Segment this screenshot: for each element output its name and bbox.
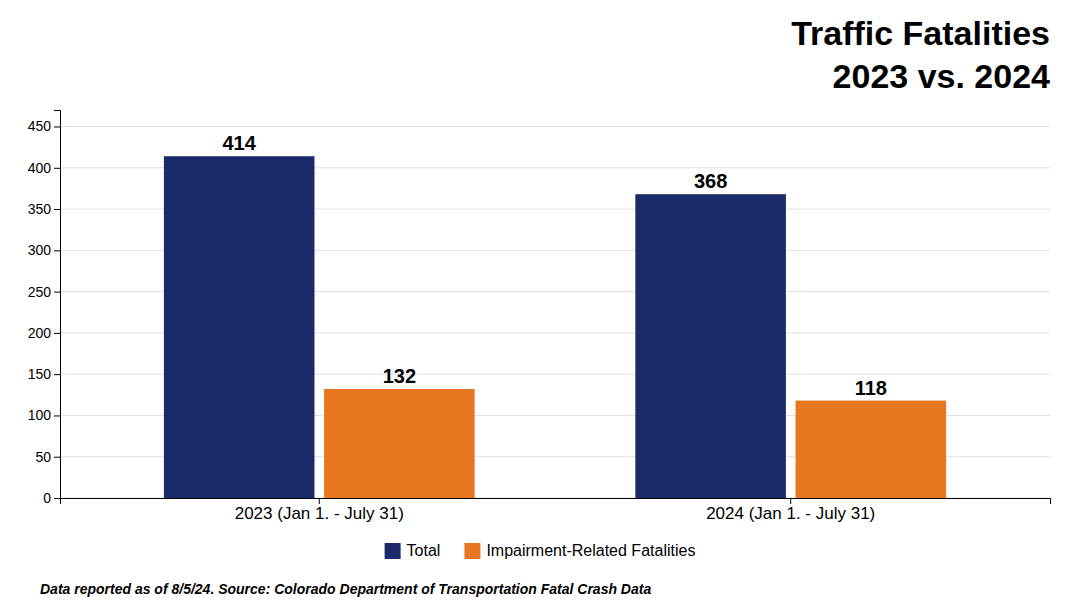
legend-swatch xyxy=(464,543,480,559)
annotation: Data reported as of 8/5/24. Source: Colo… xyxy=(40,581,651,597)
chart: Traffic Fatalities 2023 vs. 2024 414 368 132… xyxy=(0,0,1080,608)
x-axis: 2023 (Jan 1. - July 31) 2024 (Jan 1. - Ju… xyxy=(61,498,1051,523)
grid-line xyxy=(60,126,1050,127)
tick-mark xyxy=(54,457,60,458)
tick-label: 50 xyxy=(35,449,51,465)
data-label: 414 xyxy=(223,132,257,154)
bar xyxy=(164,156,315,498)
legend-item: Total xyxy=(385,542,441,559)
tick-label: 300 xyxy=(28,242,52,258)
plot: 414 368 132 118 0 50 100 150 200 250 300 350 400 450 2… xyxy=(28,111,1051,524)
data-labels: 414 368 132 118 xyxy=(223,132,887,398)
axis-domain xyxy=(61,499,1051,505)
tick: 200 xyxy=(28,325,60,341)
tick-mark xyxy=(54,209,60,210)
tick-mark xyxy=(54,374,60,375)
tick-mark xyxy=(54,415,60,416)
tick: 50 xyxy=(35,449,60,465)
bar xyxy=(635,194,786,498)
tick-mark xyxy=(54,250,60,251)
bar xyxy=(324,389,475,498)
tick-label: 200 xyxy=(28,325,52,341)
data-label: 118 xyxy=(855,377,887,399)
legend-item: Impairment-Related Fatalities xyxy=(464,542,695,559)
tick-label: 400 xyxy=(28,160,52,176)
tick-label: 2023 (Jan 1. - July 31) xyxy=(235,504,404,523)
axis-domain xyxy=(54,111,61,499)
tick: 2023 (Jan 1. - July 31) xyxy=(235,498,404,523)
tick: 0 xyxy=(43,490,60,506)
tick-mark xyxy=(54,333,60,334)
tick-label: 250 xyxy=(28,284,52,300)
legend-swatch xyxy=(385,543,401,559)
data-label: 132 xyxy=(383,365,416,387)
tick-label: 450 xyxy=(28,118,52,134)
legend-label: Total xyxy=(407,542,441,559)
tick-label: 350 xyxy=(28,201,52,217)
tick: 100 xyxy=(28,407,60,423)
legend-label: Impairment-Related Fatalities xyxy=(486,542,695,559)
tick: 2024 (Jan 1. - July 31) xyxy=(706,498,875,523)
bars xyxy=(164,156,946,498)
grid xyxy=(60,127,1050,498)
tick-label: 100 xyxy=(28,407,52,423)
tick-mark xyxy=(54,292,60,293)
tick: 300 xyxy=(28,242,60,258)
tick-label: 0 xyxy=(43,490,51,506)
tick-label: 2024 (Jan 1. - July 31) xyxy=(706,504,875,523)
tick: 150 xyxy=(28,366,60,382)
bar xyxy=(796,401,947,498)
tick-mark xyxy=(54,168,60,169)
tick: 350 xyxy=(28,201,60,217)
title: Traffic Fatalities xyxy=(791,14,1050,52)
legend: Total Impairment-Related Fatalities xyxy=(385,542,696,559)
tick: 250 xyxy=(28,284,60,300)
data-label: 368 xyxy=(694,170,727,192)
tick-mark xyxy=(54,127,60,128)
tick: 400 xyxy=(28,160,60,176)
subtitle: 2023 vs. 2024 xyxy=(833,57,1051,95)
tick-mark xyxy=(54,498,60,499)
y-axis: 0 50 100 150 200 250 300 350 400 450 xyxy=(28,111,61,506)
tick-label: 150 xyxy=(28,366,52,382)
tick: 450 xyxy=(28,118,60,134)
